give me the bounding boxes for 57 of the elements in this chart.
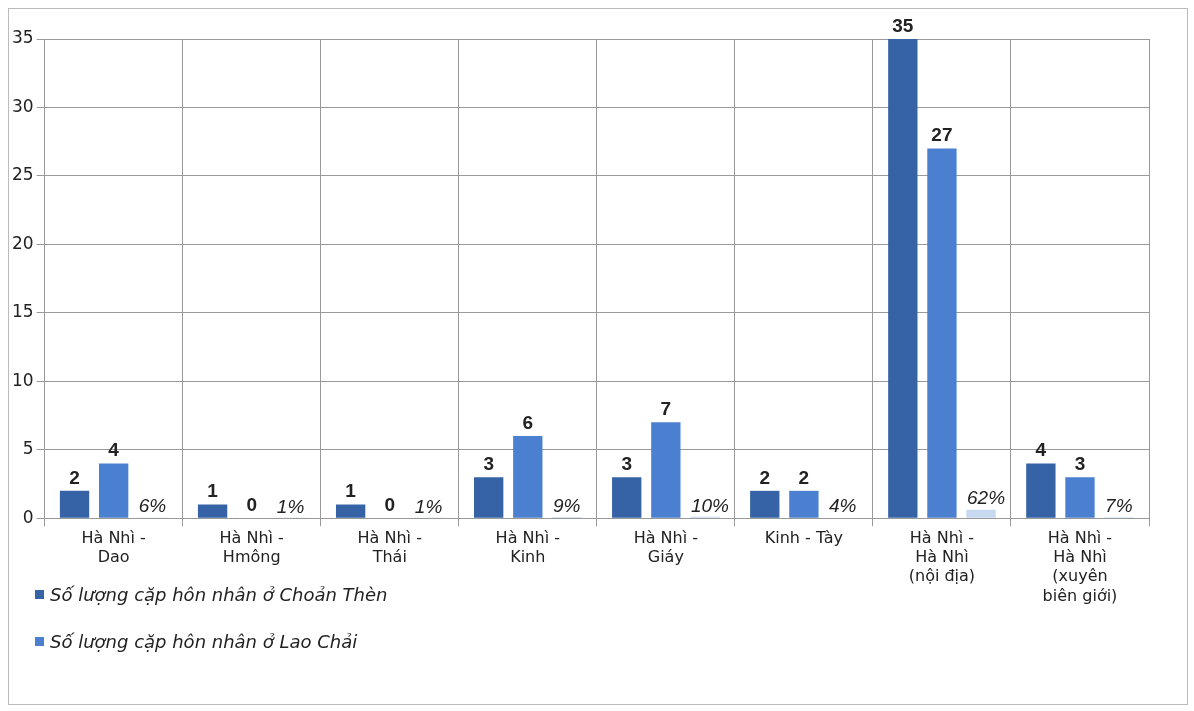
x-tick-label: Kinh - Tày — [764, 527, 844, 547]
data-label: 6% — [138, 495, 167, 517]
bar — [59, 490, 90, 518]
data-label: 3 — [483, 452, 494, 474]
bar — [612, 477, 642, 518]
x-tick-label: Hà Nhì - Hmông — [219, 527, 284, 567]
bar — [335, 504, 366, 518]
data-label: 6 — [522, 411, 534, 433]
data-label: 35 — [892, 14, 914, 36]
legend-label: Số lượng cặp hôn nhân ở Lao Chải — [50, 631, 358, 652]
bar — [927, 148, 957, 518]
bar — [789, 490, 819, 518]
x-tick-label: Hà Nhì - Hà Nhì (nội địa) — [908, 527, 976, 586]
bar — [651, 422, 681, 518]
data-label: 0 — [384, 493, 396, 515]
data-label: 7 — [660, 398, 672, 420]
bar — [1065, 477, 1095, 518]
y-tick-label: 10 — [11, 369, 34, 390]
bar — [888, 39, 918, 518]
x-tick-label: Hà Nhì - Thái — [357, 527, 422, 567]
data-label: 27 — [931, 124, 953, 146]
legend-label: Số lượng cặp hôn nhân ở Choản Thèn — [50, 584, 388, 605]
data-label: 10% — [690, 494, 730, 516]
bar — [1026, 463, 1056, 518]
bar — [197, 504, 228, 518]
y-tick-label: 30 — [11, 95, 34, 116]
bar — [513, 436, 543, 518]
data-label: 2 — [798, 466, 810, 488]
x-tick-label: Hà Nhì - Hà Nhì (xuyên biên giới) — [1042, 527, 1118, 605]
data-label: 4 — [108, 439, 120, 461]
y-tick-label: 0 — [22, 506, 34, 527]
data-label: 1 — [207, 480, 219, 502]
data-label: 2 — [69, 466, 80, 488]
data-label: 9% — [552, 494, 581, 516]
x-tick-label: Hà Nhì - Giáy — [633, 527, 699, 567]
x-tick-label: Hà Nhì - Dao — [81, 527, 146, 567]
bar — [750, 490, 780, 518]
y-tick-label: 25 — [11, 164, 34, 185]
data-label: 1 — [345, 480, 357, 502]
bar — [474, 477, 504, 518]
data-label: 4% — [829, 495, 857, 517]
data-label: 62% — [967, 487, 1006, 509]
data-label: 3 — [1074, 452, 1086, 474]
x-tick-label: Hà Nhì - Kinh — [495, 527, 560, 567]
y-tick-label: 5 — [22, 438, 34, 459]
data-label: 3 — [621, 452, 633, 474]
data-label: 1% — [414, 495, 443, 517]
y-tick-label: 15 — [11, 301, 34, 322]
y-tick-label: 35 — [11, 27, 34, 48]
data-label: 7% — [1105, 495, 1133, 517]
y-tick-label: 20 — [11, 232, 34, 253]
data-label: 0 — [246, 493, 257, 515]
data-label: 4 — [1035, 439, 1047, 461]
bar — [98, 463, 129, 518]
data-label: 2 — [759, 466, 771, 488]
bar — [966, 509, 996, 518]
data-label: 1% — [276, 495, 305, 517]
